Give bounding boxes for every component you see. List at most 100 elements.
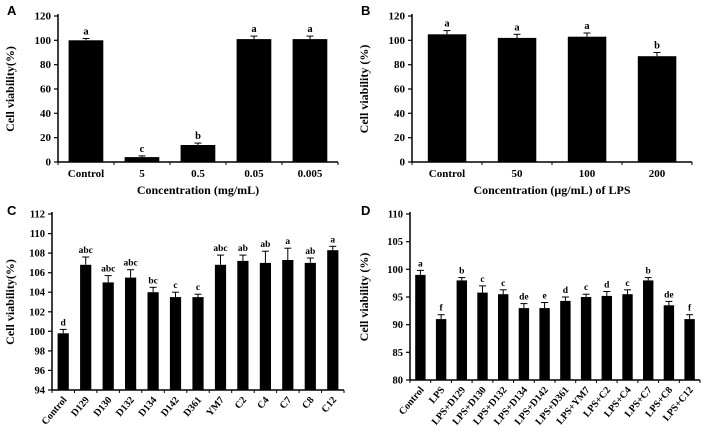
svg-text:c: c: [501, 279, 505, 289]
svg-text:Control: Control: [68, 168, 104, 180]
svg-text:100: 100: [389, 35, 406, 47]
panel-c-label: C: [7, 203, 17, 218]
svg-text:20: 20: [40, 132, 52, 144]
svg-text:Cell viability (%): Cell viability (%): [357, 45, 371, 134]
svg-text:D130: D130: [92, 395, 115, 419]
svg-text:80: 80: [394, 59, 406, 71]
panel-c-chart: 94 96 98 100 102 104 106 108 110 112 d Control abc D1…: [0, 200, 354, 442]
svg-text:e: e: [542, 292, 546, 302]
svg-text:a: a: [514, 22, 520, 33]
panel-d-label: D: [361, 203, 371, 218]
svg-text:Control: Control: [429, 168, 465, 180]
svg-text:0.05: 0.05: [244, 168, 264, 180]
svg-text:Concentration (mg/mL): Concentration (mg/mL): [137, 183, 259, 197]
svg-text:D132: D132: [114, 395, 137, 419]
svg-text:abc: abc: [213, 244, 227, 254]
svg-text:120: 120: [35, 11, 52, 23]
svg-text:110: 110: [30, 229, 45, 240]
svg-text:100: 100: [387, 265, 403, 276]
svg-text:80: 80: [393, 376, 404, 387]
svg-text:ab: ab: [260, 240, 270, 250]
svg-text:b: b: [646, 267, 651, 277]
svg-text:f: f: [440, 304, 444, 314]
panel-b: B 0 20 40 60 80 100 120 a Control a 50 a 100 b 200 Conc…: [354, 0, 708, 200]
svg-text:60: 60: [40, 84, 52, 96]
panel-b-label: B: [361, 3, 371, 18]
svg-text:c: c: [140, 144, 145, 155]
panel-d-chart: 80 85 90 95 100 105 110 a Control f LPS b LPS+D129 c L…: [354, 200, 708, 442]
svg-text:a: a: [330, 235, 335, 245]
panel-a-chart: 0 20 40 60 80 100 120 a Control c 5 b 0.5 a 0.05 a 0.005…: [0, 0, 354, 200]
svg-text:C7: C7: [278, 395, 294, 411]
svg-text:f: f: [688, 304, 692, 314]
svg-text:c: c: [196, 283, 200, 293]
svg-text:85: 85: [393, 348, 404, 359]
svg-text:d: d: [604, 281, 610, 291]
svg-text:102: 102: [29, 307, 45, 318]
svg-text:C2: C2: [233, 395, 249, 411]
svg-text:Cell viability(%): Cell viability(%): [3, 46, 17, 132]
svg-text:D129: D129: [69, 395, 92, 419]
svg-text:a: a: [251, 24, 257, 35]
svg-text:80: 80: [40, 59, 52, 71]
panel-c: C 94 96 98 100 102 104 106 108 110 112 d Control abc…: [0, 200, 354, 442]
svg-text:c: c: [584, 283, 588, 293]
svg-text:50: 50: [512, 168, 524, 180]
svg-text:112: 112: [30, 210, 45, 221]
svg-text:D361: D361: [182, 395, 205, 419]
svg-text:90: 90: [393, 320, 404, 331]
svg-text:a: a: [444, 19, 450, 30]
svg-text:0: 0: [46, 157, 52, 169]
svg-text:120: 120: [389, 11, 406, 23]
svg-text:98: 98: [35, 346, 46, 357]
svg-text:Control: Control: [397, 385, 427, 418]
svg-text:0.005: 0.005: [298, 168, 323, 180]
panel-a: A 0 20 40 60 80 100 120 a Control c 5 b 0.5 a 0.05 a 0.0…: [0, 0, 354, 200]
svg-text:Cell viability (%): Cell viability (%): [357, 253, 371, 342]
svg-text:a: a: [83, 27, 89, 38]
svg-text:Control: Control: [40, 395, 70, 428]
svg-text:110: 110: [388, 210, 403, 221]
svg-text:c: c: [173, 281, 177, 291]
svg-text:Cell viability(%): Cell viability(%): [3, 259, 17, 345]
svg-text:D134: D134: [137, 395, 160, 419]
svg-text:abc: abc: [79, 246, 93, 256]
svg-text:5: 5: [139, 168, 145, 180]
svg-text:100: 100: [35, 35, 52, 47]
svg-text:200: 200: [649, 168, 666, 180]
svg-text:105: 105: [387, 237, 403, 248]
svg-text:d: d: [61, 318, 67, 328]
svg-text:a: a: [418, 259, 423, 269]
svg-text:de: de: [519, 293, 529, 303]
svg-text:C4: C4: [255, 395, 271, 411]
svg-text:Concentration (μg/mL) of LPS: Concentration (μg/mL) of LPS: [473, 183, 630, 197]
svg-text:de: de: [664, 290, 674, 300]
svg-text:c: c: [480, 275, 484, 285]
svg-text:bc: bc: [148, 276, 158, 286]
svg-text:100: 100: [579, 168, 596, 180]
panel-a-label: A: [7, 3, 17, 18]
svg-text:a: a: [285, 237, 290, 247]
panel-b-chart: 0 20 40 60 80 100 120 a Control a 50 a 100 b 200 Concen…: [354, 0, 708, 200]
svg-text:96: 96: [35, 366, 46, 377]
svg-text:b: b: [195, 131, 201, 142]
svg-text:d: d: [563, 286, 569, 296]
svg-text:60: 60: [394, 84, 406, 96]
svg-text:C8: C8: [300, 395, 316, 411]
svg-text:0.5: 0.5: [191, 168, 205, 180]
svg-text:104: 104: [29, 288, 46, 299]
svg-text:YM7: YM7: [204, 395, 226, 419]
svg-text:ab: ab: [238, 244, 248, 254]
svg-text:a: a: [584, 21, 590, 32]
svg-text:b: b: [459, 267, 464, 277]
svg-text:40: 40: [394, 108, 406, 120]
svg-text:0: 0: [400, 157, 406, 169]
svg-text:D142: D142: [159, 395, 182, 419]
svg-text:b: b: [654, 41, 660, 52]
panel-d: D 80 85 90 95 100 105 110 a Control f LPS b LPS+D129…: [354, 200, 708, 442]
svg-text:108: 108: [29, 249, 45, 260]
svg-text:c: c: [625, 279, 629, 289]
svg-text:abc: abc: [123, 259, 137, 269]
svg-text:abc: abc: [101, 265, 115, 275]
